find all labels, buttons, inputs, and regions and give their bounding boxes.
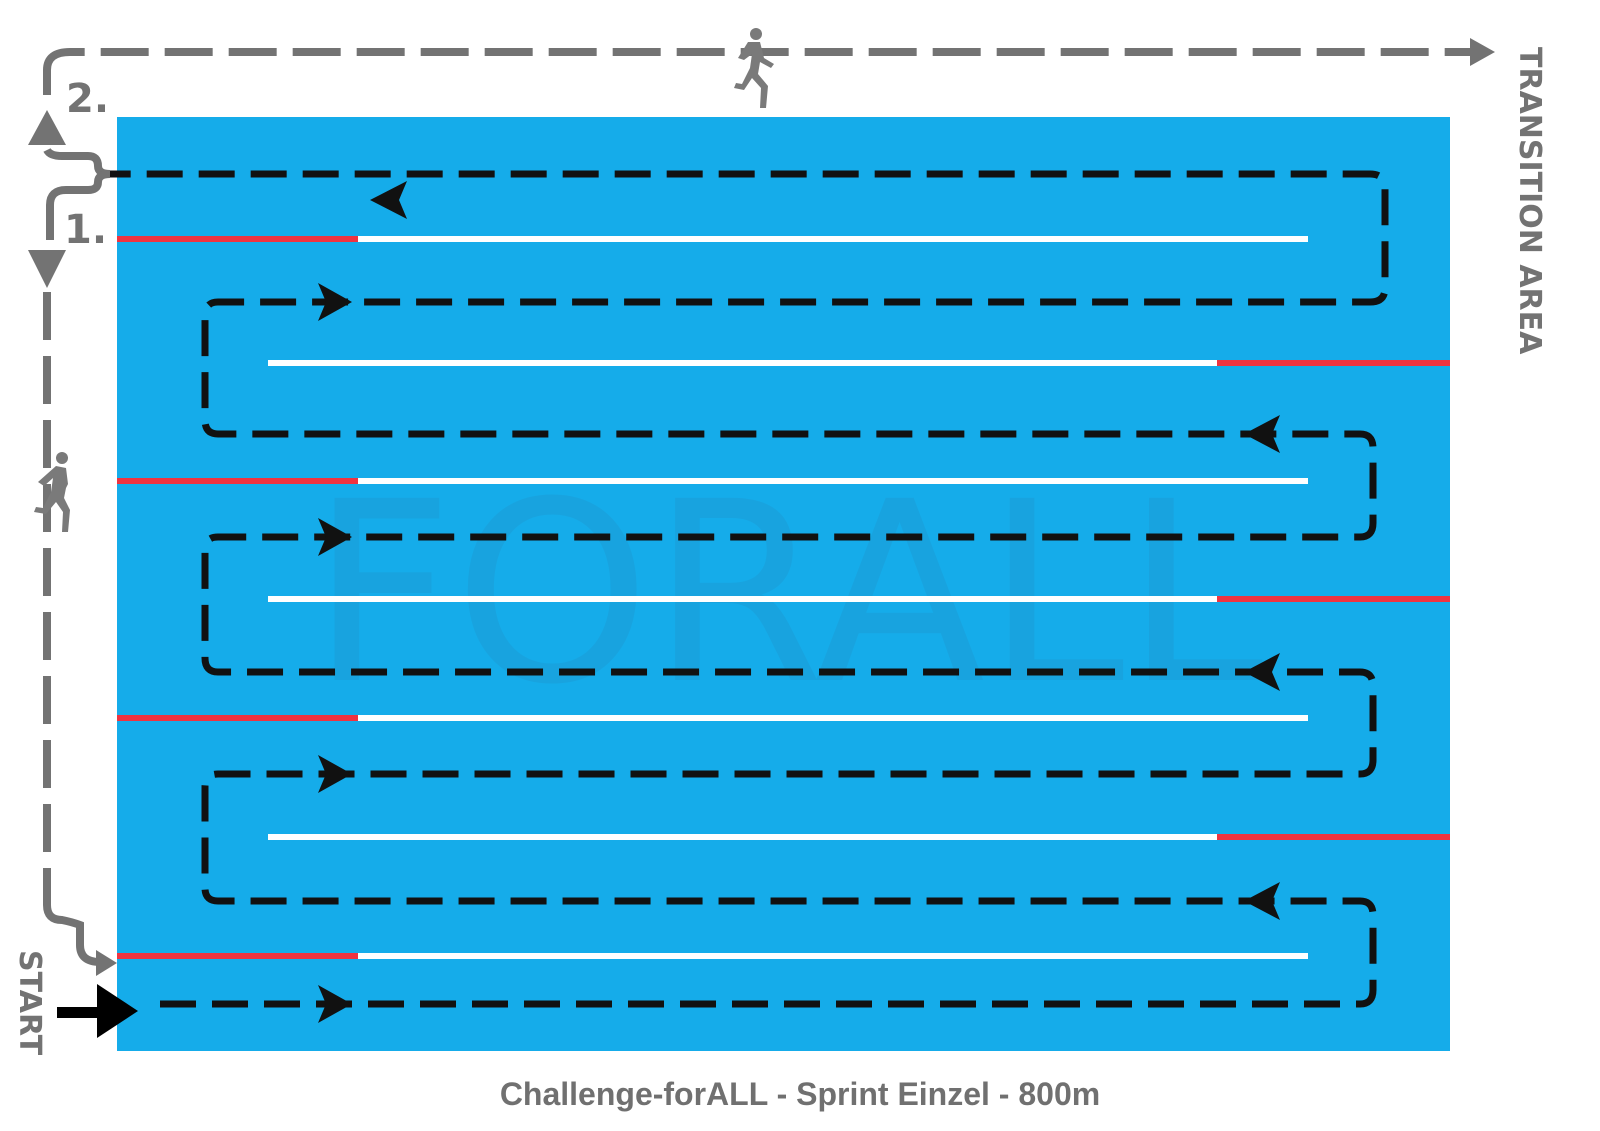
lane-line-red [1217, 596, 1450, 602]
lane-line-red [1217, 834, 1450, 840]
start-label: START [12, 950, 47, 1056]
arrow-right-icon [318, 283, 352, 321]
arrow-right-icon [318, 755, 352, 793]
step-1-label: 1. [64, 207, 107, 253]
transition-area-label: TRANSITION AREA [1512, 47, 1547, 355]
pool [117, 117, 1450, 1051]
arrow-right-icon [318, 518, 352, 556]
lane-line-red [117, 953, 358, 959]
lane-line-red [117, 236, 358, 242]
runner-icon [34, 452, 70, 532]
lane-lines [117, 236, 1450, 959]
swim-path [110, 170, 1389, 1008]
lane-line-white [268, 596, 1217, 602]
lane-line-white [268, 834, 1217, 840]
arrow-right-icon [1470, 38, 1495, 66]
lane-line-white [358, 953, 1308, 959]
arrow-up-icon [28, 110, 66, 145]
lane-line-red [1217, 360, 1450, 366]
diagram-caption: Challenge-forALL - Sprint Einzel - 800m [499, 1076, 1101, 1112]
lane-line-red [117, 478, 358, 484]
lane-line-white [358, 236, 1308, 242]
run-path [43, 48, 1470, 966]
step-2-label: 2. [66, 76, 109, 122]
arrow-left-icon [1244, 653, 1280, 691]
lane-line-white [358, 478, 1308, 484]
watermark: FORALL [310, 448, 1264, 739]
arrow-left-icon [1244, 882, 1280, 920]
arrow-right-icon [96, 950, 117, 976]
lane-line-white [358, 715, 1308, 721]
runner-icon [734, 28, 774, 108]
arrow-left-icon [1244, 415, 1280, 453]
lane-line-red [117, 715, 358, 721]
arrow-down-icon [28, 250, 66, 288]
arrow-left-icon [370, 181, 407, 219]
arrow-right-icon [318, 985, 352, 1023]
swim-direction-arrows [318, 181, 1280, 1023]
lane-line-white [268, 360, 1217, 366]
start-arrow-icon [57, 984, 138, 1038]
